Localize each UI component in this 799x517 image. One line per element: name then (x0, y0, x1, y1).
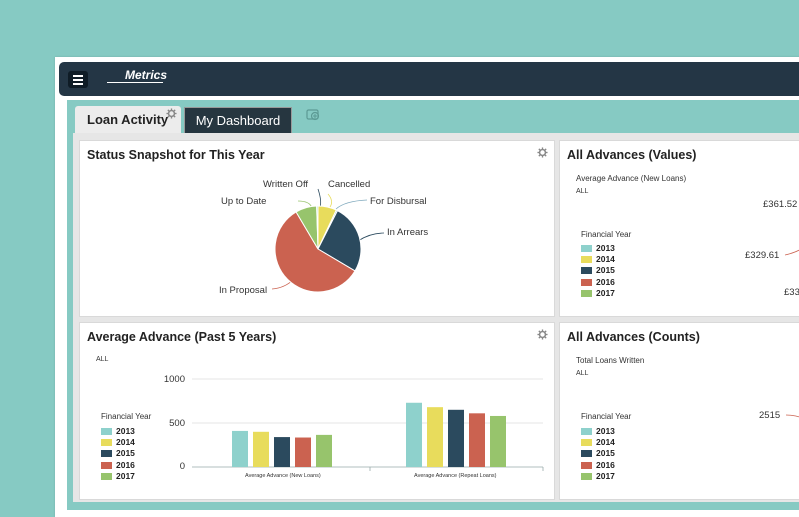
bar-2014-new-loans (253, 431, 269, 467)
pie-label-up-to-date: Up to Date (221, 196, 267, 207)
value-label: £361.52 (763, 199, 798, 210)
value-leader-line (785, 414, 799, 418)
tab-loan-activity[interactable]: Loan Activity (75, 106, 181, 133)
bar-2014-repeat-loans (427, 407, 443, 467)
y-tick-label: 500 (169, 418, 185, 429)
logo-underline (107, 82, 163, 83)
x-category-label: Average Advance (Repeat Loans) (414, 473, 497, 479)
pie-slices (274, 205, 362, 293)
legend-item-2015: 2015 (581, 448, 615, 458)
filter-label: ALL (576, 188, 589, 195)
legend-item-2016: 2016 (581, 460, 615, 470)
value-label: £33 (784, 287, 799, 298)
average-advance-bar-chart (192, 378, 544, 471)
legend-item-2013: 2013 (101, 426, 135, 436)
card-title: All Advances (Counts) (567, 330, 700, 344)
bar-2013-repeat-loans (406, 402, 422, 467)
value-label: £329.61 (745, 250, 780, 261)
legend-item-2013: 2013 (581, 426, 615, 436)
legend-title: Financial Year (581, 412, 632, 421)
pie-leader-line (357, 232, 385, 242)
pie-leader-line (335, 199, 368, 210)
legend-item-2015: 2015 (581, 265, 615, 275)
legend-item-2016: 2016 (101, 460, 135, 470)
y-tick-label: 1000 (163, 374, 185, 385)
pie-slice-in-proposal (274, 211, 356, 293)
card-settings-gear-icon[interactable] (537, 329, 548, 340)
legend-item-2016: 2016 (581, 277, 615, 287)
bar-2013-new-loans (232, 430, 248, 467)
status-snapshot-card: Status Snapshot for This Year Written Of… (79, 140, 555, 317)
bar-2015-repeat-loans (448, 409, 464, 467)
legend-item-2014: 2014 (101, 437, 135, 447)
bar-2016-repeat-loans (469, 413, 485, 467)
card-title: Status Snapshot for This Year (87, 148, 265, 162)
legend-title: Financial Year (101, 412, 152, 421)
chart-subtitle: Average Advance (New Loans) (576, 174, 687, 183)
legend-item-2013: 2013 (581, 243, 615, 253)
pie-label-in-proposal: In Proposal (219, 285, 268, 296)
pie-leader-line (327, 193, 332, 208)
pie-label-cancelled: Cancelled (328, 179, 371, 190)
bar-2017-repeat-loans (490, 415, 506, 467)
value-leader-line (784, 249, 799, 256)
legend-item-2017: 2017 (581, 471, 615, 481)
chart-bars (232, 402, 506, 467)
y-tick-label: 0 (179, 461, 185, 472)
legend-item-2017: 2017 (101, 471, 135, 481)
chart-subtitle: Total Loans Written (576, 356, 645, 365)
pie-slice-in-arrears (317, 210, 362, 272)
top-nav-bar: Metrics (59, 62, 799, 96)
x-category-label: Average Advance (New Loans) (245, 473, 321, 479)
pie-leader-line (317, 188, 322, 208)
bar-2015-new-loans (274, 437, 290, 467)
value-label: 2515 (759, 410, 781, 421)
bar-2016-new-loans (295, 437, 311, 467)
tab-my-dashboard[interactable]: My Dashboard (184, 107, 292, 134)
all-advances-values-card: All Advances (Values) Average Advance (N… (559, 140, 799, 317)
pie-label-in-arrears: In Arrears (387, 227, 429, 238)
pie-label-for-disbursal: For Disbursal (370, 196, 427, 207)
add-dashboard-icon[interactable] (306, 108, 322, 122)
filter-label: ALL (576, 370, 589, 377)
legend-title: Financial Year (581, 230, 632, 239)
bar-2017-new-loans (316, 434, 332, 467)
all-advances-counts-card: All Advances (Counts) Total Loans Writte… (559, 322, 799, 500)
legend-item-2014: 2014 (581, 437, 615, 447)
pie-slice-written-off (316, 205, 319, 250)
filter-label: ALL (96, 356, 109, 363)
card-title: Average Advance (Past 5 Years) (87, 330, 277, 344)
pie-label-written-off: Written Off (263, 179, 309, 190)
legend-item-2017: 2017 (581, 288, 615, 298)
card-settings-gear-icon[interactable] (537, 147, 548, 158)
card-title: All Advances (Values) (567, 148, 697, 162)
hamburger-menu-icon[interactable] (68, 71, 88, 88)
legend-item-2014: 2014 (581, 254, 615, 264)
status-pie-chart (271, 188, 385, 293)
tab-settings-gear-icon[interactable] (166, 108, 177, 119)
legend-item-2015: 2015 (101, 448, 135, 458)
average-advance-card: Average Advance (Past 5 Years) ALL Finan… (79, 322, 555, 500)
app-logo: Metrics (125, 68, 168, 82)
